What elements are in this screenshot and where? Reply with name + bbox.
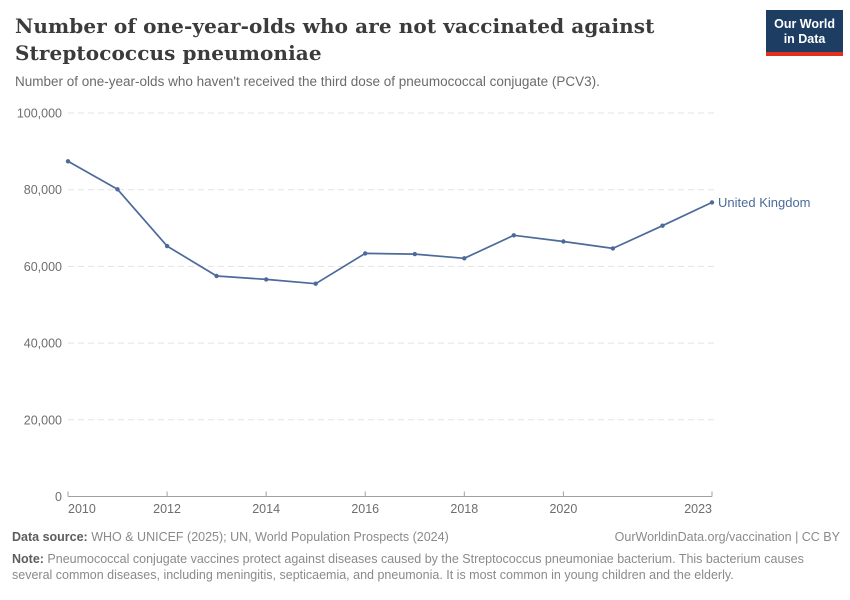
data-point[interactable] — [363, 251, 368, 256]
source-row: Data source: WHO & UNICEF (2025); UN, Wo… — [12, 530, 840, 545]
note-row: Note: Pneumococcal conjugate vaccines pr… — [12, 552, 840, 583]
x-axis-tick-label: 2014 — [252, 502, 280, 516]
page-title-line-2: Streptococcus pneumoniae — [15, 41, 322, 65]
data-point[interactable] — [610, 246, 616, 251]
license-link[interactable]: OurWorldinData.org/vaccination | CC BY — [614, 530, 840, 544]
page-title: Number of one-year-olds who are not vacc… — [15, 13, 755, 67]
owid-logo-line-1: Our World — [774, 17, 835, 31]
data-source-label: Data source: — [12, 530, 88, 544]
series-line[interactable] — [67, 160, 713, 285]
y-axis-tick-label: 80,000 — [24, 183, 62, 197]
data-point[interactable] — [709, 200, 715, 205]
x-axis-tick-label: 2010 — [68, 502, 96, 516]
data-point[interactable] — [264, 277, 269, 282]
data-point[interactable] — [511, 233, 516, 238]
y-axis-tick-label: 100,000 — [17, 107, 62, 121]
y-axis-tick-label: 60,000 — [24, 260, 62, 274]
note-label: Note: — [12, 552, 44, 566]
data-point[interactable] — [115, 187, 120, 192]
y-axis-tick-label: 0 — [55, 490, 62, 504]
chart-footer: Data source: WHO & UNICEF (2025); UN, Wo… — [12, 530, 840, 583]
line-chart[interactable]: 0 20,000 40,000 60,000 80,000 100,000 2010 2012… — [0, 0, 850, 525]
chart-subtitle: Number of one-year-olds who haven't rece… — [15, 74, 600, 89]
data-point[interactable] — [214, 273, 219, 279]
data-source-text: WHO & UNICEF (2025); UN, World Populatio… — [87, 530, 449, 544]
note-text: Pneumococcal conjugate vaccines protect … — [12, 552, 804, 582]
owid-logo[interactable]: Our World in Data — [766, 10, 843, 56]
data-point[interactable] — [561, 239, 566, 244]
data-point[interactable] — [313, 281, 318, 286]
x-axis-tick-label: 2012 — [153, 502, 181, 516]
data-source: Data source: WHO & UNICEF (2025); UN, Wo… — [12, 530, 449, 545]
y-axis-tick-label: 20,000 — [24, 413, 62, 427]
data-point[interactable] — [412, 251, 417, 257]
data-point[interactable] — [164, 243, 170, 249]
x-axis-tick-label: 2016 — [351, 502, 379, 516]
owid-logo-line-2: in Data — [783, 32, 826, 46]
x-axis-tick-label: 2018 — [450, 502, 478, 516]
y-axis-tick-label: 40,000 — [24, 337, 62, 351]
data-point[interactable] — [462, 256, 467, 261]
page-title-line-1: Number of one-year-olds who are not vacc… — [15, 14, 655, 38]
data-point[interactable] — [660, 223, 665, 228]
data-point[interactable] — [65, 159, 71, 164]
x-axis-tick-label: 2023 — [684, 502, 712, 516]
series-label-united-kingdom[interactable]: United Kingdom — [718, 195, 811, 210]
x-axis-tick-label: 2020 — [549, 502, 577, 516]
